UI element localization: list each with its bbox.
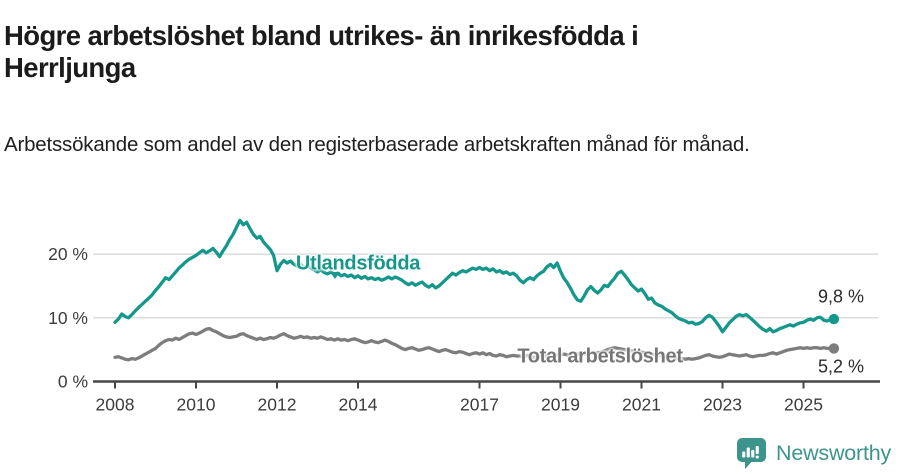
series-line-total bbox=[113, 326, 836, 362]
series-end-dot-utlandsfodda bbox=[828, 313, 840, 325]
y-tick-label: 10 % bbox=[48, 308, 88, 328]
x-tick-label: 2023 bbox=[703, 395, 742, 415]
series-label-utlandsfodda: Utlandsfödda bbox=[295, 252, 421, 275]
y-tick-label: 0 % bbox=[58, 372, 88, 392]
x-tick-label: 2025 bbox=[784, 395, 823, 415]
x-tick-label: 2008 bbox=[96, 395, 135, 415]
y-tick-label: 20 % bbox=[48, 244, 88, 264]
x-tick-label: 2010 bbox=[177, 395, 216, 415]
x-tick-label: 2017 bbox=[460, 395, 499, 415]
x-tick-label: 2021 bbox=[622, 395, 661, 415]
x-tick-label: 2019 bbox=[541, 395, 580, 415]
brand-footer: Newsworthy bbox=[736, 437, 891, 469]
series-end-dot-total bbox=[828, 343, 840, 354]
latest-value-utlandsfodda: 9,8 % bbox=[817, 286, 865, 307]
chart-subtitle: Arbetssökande som andel av den registerb… bbox=[4, 132, 750, 156]
x-tick-label: 2012 bbox=[258, 395, 297, 415]
chart-title: Högre arbetslöshet bland utrikes- än inr… bbox=[4, 20, 639, 84]
series-line-utlandsfodda bbox=[113, 218, 836, 334]
latest-value-total: 5,2 % bbox=[817, 356, 865, 377]
brand-name: Newsworthy bbox=[776, 440, 892, 465]
newsworthy-logo-icon bbox=[737, 438, 766, 469]
x-tick-label: 2014 bbox=[339, 395, 378, 415]
series-pointer-triangle-icon bbox=[330, 272, 340, 279]
series-label-total: Total arbetslöshet bbox=[517, 345, 683, 368]
